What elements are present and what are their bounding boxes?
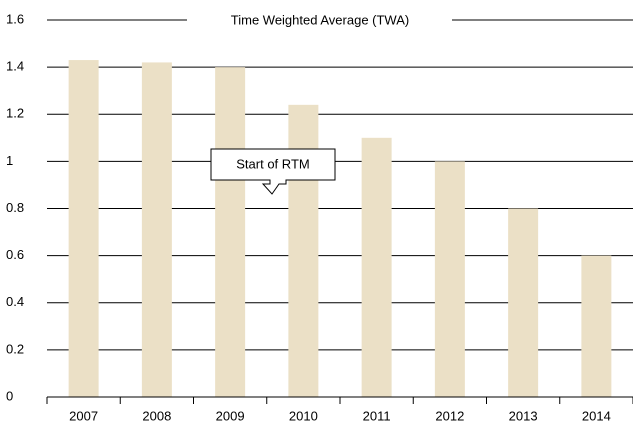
annotation: Start of RTM <box>236 156 309 171</box>
y-tick-label: 1.4 <box>6 59 24 74</box>
y-tick-label: 1 <box>6 153 13 168</box>
x-tick-label: 2007 <box>69 408 98 423</box>
bar <box>434 161 465 397</box>
title-bg <box>187 11 452 29</box>
bar <box>215 67 246 397</box>
x-tick-label: 2010 <box>289 408 318 423</box>
x-tick-label: 2012 <box>435 408 464 423</box>
x-tick-label: 2013 <box>509 408 538 423</box>
bar <box>581 255 612 397</box>
bar <box>141 62 172 397</box>
x-tick-label: 2008 <box>142 408 171 423</box>
x-tick-label: 2011 <box>363 408 391 423</box>
bar <box>361 137 392 397</box>
chart-title: Time Weighted Average (TWA) <box>231 12 409 27</box>
y-tick-label: 0.4 <box>6 294 24 309</box>
bar <box>68 60 99 398</box>
bar <box>508 208 539 397</box>
callout <box>210 148 336 195</box>
x-tick-label: 2009 <box>216 408 245 423</box>
y-tick-label: 1.2 <box>6 106 24 121</box>
y-tick-label: 0.6 <box>6 247 24 262</box>
y-tick-label: 0.2 <box>6 341 24 356</box>
x-tick-label: 2014 <box>582 408 611 423</box>
y-tick-label: 0 <box>6 388 13 403</box>
y-tick-label: 1.6 <box>6 11 24 26</box>
y-tick-label: 0.8 <box>6 200 24 215</box>
